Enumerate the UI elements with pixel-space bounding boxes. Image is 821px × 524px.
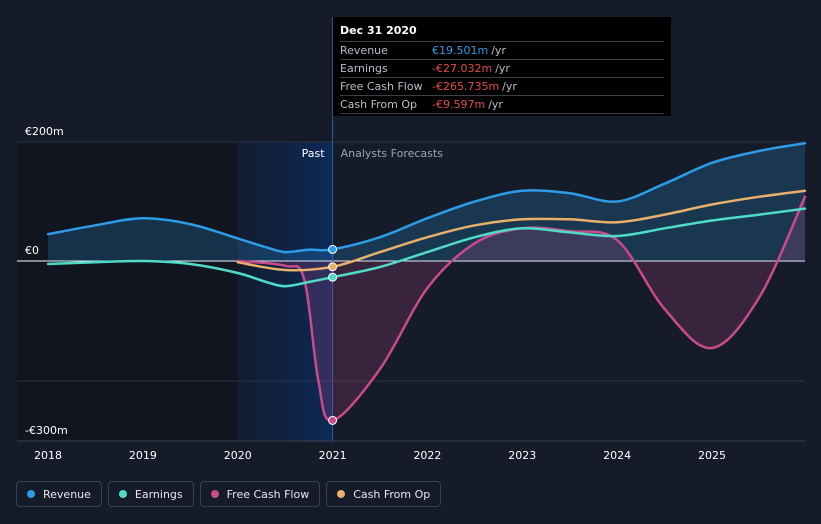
x-tick-label: 2019 <box>129 449 157 462</box>
legend-item-revenue[interactable]: Revenue <box>16 481 102 507</box>
x-tick-label: 2018 <box>34 449 62 462</box>
cash-from-op-marker <box>328 262 338 272</box>
legend-item-cash-from-op[interactable]: Cash From Op <box>326 481 442 507</box>
tooltip-row-revenue: Revenue €19.501m /yr <box>340 41 664 59</box>
tooltip-value: -€9.597m <box>432 98 486 111</box>
chart-legend: Revenue Earnings Free Cash Flow Cash Fro… <box>16 481 442 507</box>
chart-background <box>17 142 333 441</box>
tooltip-date: Dec 31 2020 <box>340 24 417 37</box>
legend-dot-icon <box>27 490 35 498</box>
tooltip-value: -€27.032m <box>432 62 493 75</box>
tooltip-unit: /yr <box>495 62 510 75</box>
free-cash-flow-area <box>237 196 805 421</box>
tooltip-row-cash-from-op: Cash From Op -€9.597m /yr <box>340 95 664 114</box>
free-cash-flow-marker <box>328 415 338 425</box>
tooltip-unit: /yr <box>502 80 517 93</box>
tooltip-label: Revenue <box>340 44 388 57</box>
tooltip-label: Cash From Op <box>340 98 418 111</box>
legend-dot-icon <box>118 490 127 498</box>
tooltip-row-earnings: Earnings -€27.032m /yr <box>340 59 664 77</box>
tooltip-label: Free Cash Flow <box>340 80 423 93</box>
axis-labels: €200m €0 -€300m 2018 2019 2020 2021 2022 2023 202… <box>25 125 726 462</box>
forecast-label: Analysts Forecasts <box>341 147 444 160</box>
tooltip-row-free-cash-flow: Free Cash Flow -€265.735m /yr <box>340 77 664 95</box>
x-tick-label: 2022 <box>413 449 441 462</box>
tooltip-label: Earnings <box>340 62 388 75</box>
legend-dot-icon <box>210 490 219 498</box>
earnings-marker <box>328 272 338 282</box>
legend-item-free-cash-flow[interactable]: Free Cash Flow <box>199 481 321 507</box>
series-fills <box>48 143 805 421</box>
earnings-line <box>46 207 807 288</box>
legend-label: Earnings <box>134 487 183 501</box>
highlight-markers <box>328 244 338 425</box>
tooltip-unit: /yr <box>491 44 506 57</box>
y-tick-label: €0 <box>25 244 39 257</box>
past-label: Past <box>302 147 326 160</box>
y-tick-label: -€300m <box>25 424 68 437</box>
past-highlight-band <box>237 142 333 441</box>
past-dark-band <box>17 142 238 441</box>
legend-dot-icon <box>337 490 346 498</box>
y-tick-label: €200m <box>25 125 64 138</box>
revenue-line <box>46 141 807 254</box>
x-tick-label: 2023 <box>508 449 536 462</box>
legend-label: Free Cash Flow <box>226 487 310 501</box>
data-tooltip: Dec 31 2020 Revenue €19.501m /yr Earning… <box>333 17 671 116</box>
x-tick-label: 2020 <box>224 449 252 462</box>
legend-label: Revenue <box>43 487 91 501</box>
x-tick-label: 2024 <box>603 449 631 462</box>
x-tick-label: 2025 <box>698 449 726 462</box>
x-tick-label: 2021 <box>319 449 347 462</box>
legend-item-earnings[interactable]: Earnings <box>107 481 194 507</box>
tooltip-unit: /yr <box>488 98 503 111</box>
free-cash-flow-line <box>236 195 807 422</box>
tooltip-value: -€265.735m <box>432 80 500 93</box>
revenue-area <box>48 143 805 261</box>
legend-label: Cash From Op <box>353 487 431 501</box>
revenue-marker <box>328 244 338 254</box>
tooltip-value: €19.501m <box>432 44 489 57</box>
